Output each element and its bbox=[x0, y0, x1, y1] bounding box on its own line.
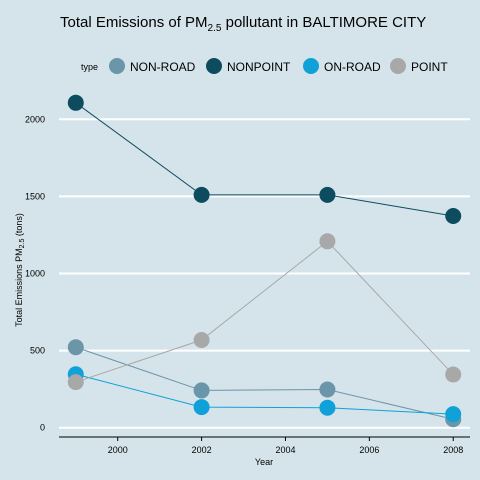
x-tick-label: 2004 bbox=[275, 445, 295, 455]
data-point-non-road bbox=[319, 381, 336, 398]
y-axis-label-rest: (tons) bbox=[14, 213, 24, 239]
y-tick-label: 0 bbox=[40, 423, 45, 433]
chart-title: Total Emissions of PM2.5 pollutant in BA… bbox=[60, 14, 426, 34]
data-point-point bbox=[67, 374, 84, 391]
chart-title-subscript: 2.5 bbox=[208, 23, 222, 34]
legend-swatch-nonpoint bbox=[206, 58, 222, 74]
legend-swatch-non-road bbox=[109, 58, 125, 74]
x-tick-label: 2002 bbox=[192, 445, 212, 455]
series-lines bbox=[75, 102, 454, 420]
series-line-on-road bbox=[75, 373, 454, 415]
y-axis-label-subscript: 2.5 bbox=[19, 239, 26, 249]
data-point-nonpoint bbox=[193, 186, 210, 203]
x-tick-label: 2008 bbox=[443, 445, 463, 455]
data-point-point bbox=[319, 233, 336, 250]
y-tick-label: 2000 bbox=[25, 114, 45, 124]
series-line-non-road bbox=[75, 346, 454, 420]
data-point-on-road bbox=[445, 406, 462, 423]
legend-label-nonpoint: NONPOINT bbox=[227, 60, 291, 74]
legend-label-point: POINT bbox=[411, 60, 448, 74]
y-axis-label: Total Emissions PM2.5 (tons) bbox=[14, 213, 26, 327]
data-point-nonpoint bbox=[445, 207, 462, 224]
legend-swatch-on-road bbox=[303, 58, 319, 74]
x-axis-label: Year bbox=[255, 457, 273, 467]
legend: type NON-ROAD NONPOINT ON-ROAD POINT bbox=[81, 58, 448, 74]
y-tick-label: 1000 bbox=[25, 269, 45, 279]
series-line-nonpoint bbox=[75, 102, 454, 217]
gridlines bbox=[59, 118, 470, 429]
legend-swatch-point bbox=[390, 58, 406, 74]
chart-title-rest: pollutant in BALTIMORE CITY bbox=[221, 14, 426, 31]
y-tick-label: 1500 bbox=[25, 191, 45, 201]
chart-title-main: Total Emissions of PM bbox=[60, 14, 208, 31]
y-axis-label-main: Total Emissions PM bbox=[14, 248, 24, 327]
data-point-nonpoint bbox=[67, 94, 84, 111]
x-tick-label: 2000 bbox=[108, 445, 128, 455]
x-axis-ticks: 2000 2002 2004 2006 2008 bbox=[108, 437, 463, 455]
legend-title: type bbox=[81, 62, 98, 72]
data-point-non-road bbox=[193, 382, 210, 399]
series-line-point bbox=[75, 240, 454, 383]
legend-label-non-road: NON-ROAD bbox=[130, 60, 196, 74]
data-point-on-road bbox=[319, 399, 336, 416]
data-point-nonpoint bbox=[319, 186, 336, 203]
x-tick-label: 2006 bbox=[359, 445, 379, 455]
data-point-non-road bbox=[67, 339, 84, 356]
y-tick-label: 500 bbox=[30, 346, 45, 356]
data-point-point bbox=[445, 366, 462, 383]
legend-label-on-road: ON-ROAD bbox=[324, 60, 381, 74]
y-axis-ticks: 0 500 1000 1500 2000 bbox=[25, 114, 45, 432]
series-points bbox=[67, 94, 462, 428]
data-point-point bbox=[193, 331, 210, 348]
data-point-on-road bbox=[193, 399, 210, 416]
